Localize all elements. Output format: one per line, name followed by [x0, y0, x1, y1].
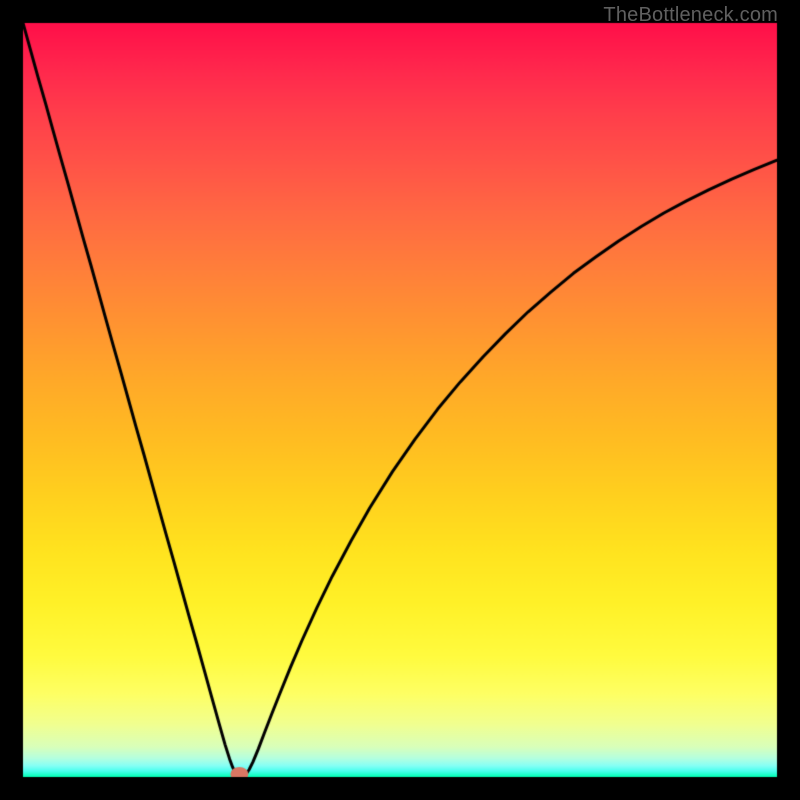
watermark-text: TheBottleneck.com: [603, 4, 778, 27]
chart-root: { "canvas": { "width": 800, "height": 80…: [0, 0, 800, 800]
bottleneck-chart-canvas: [0, 0, 800, 800]
